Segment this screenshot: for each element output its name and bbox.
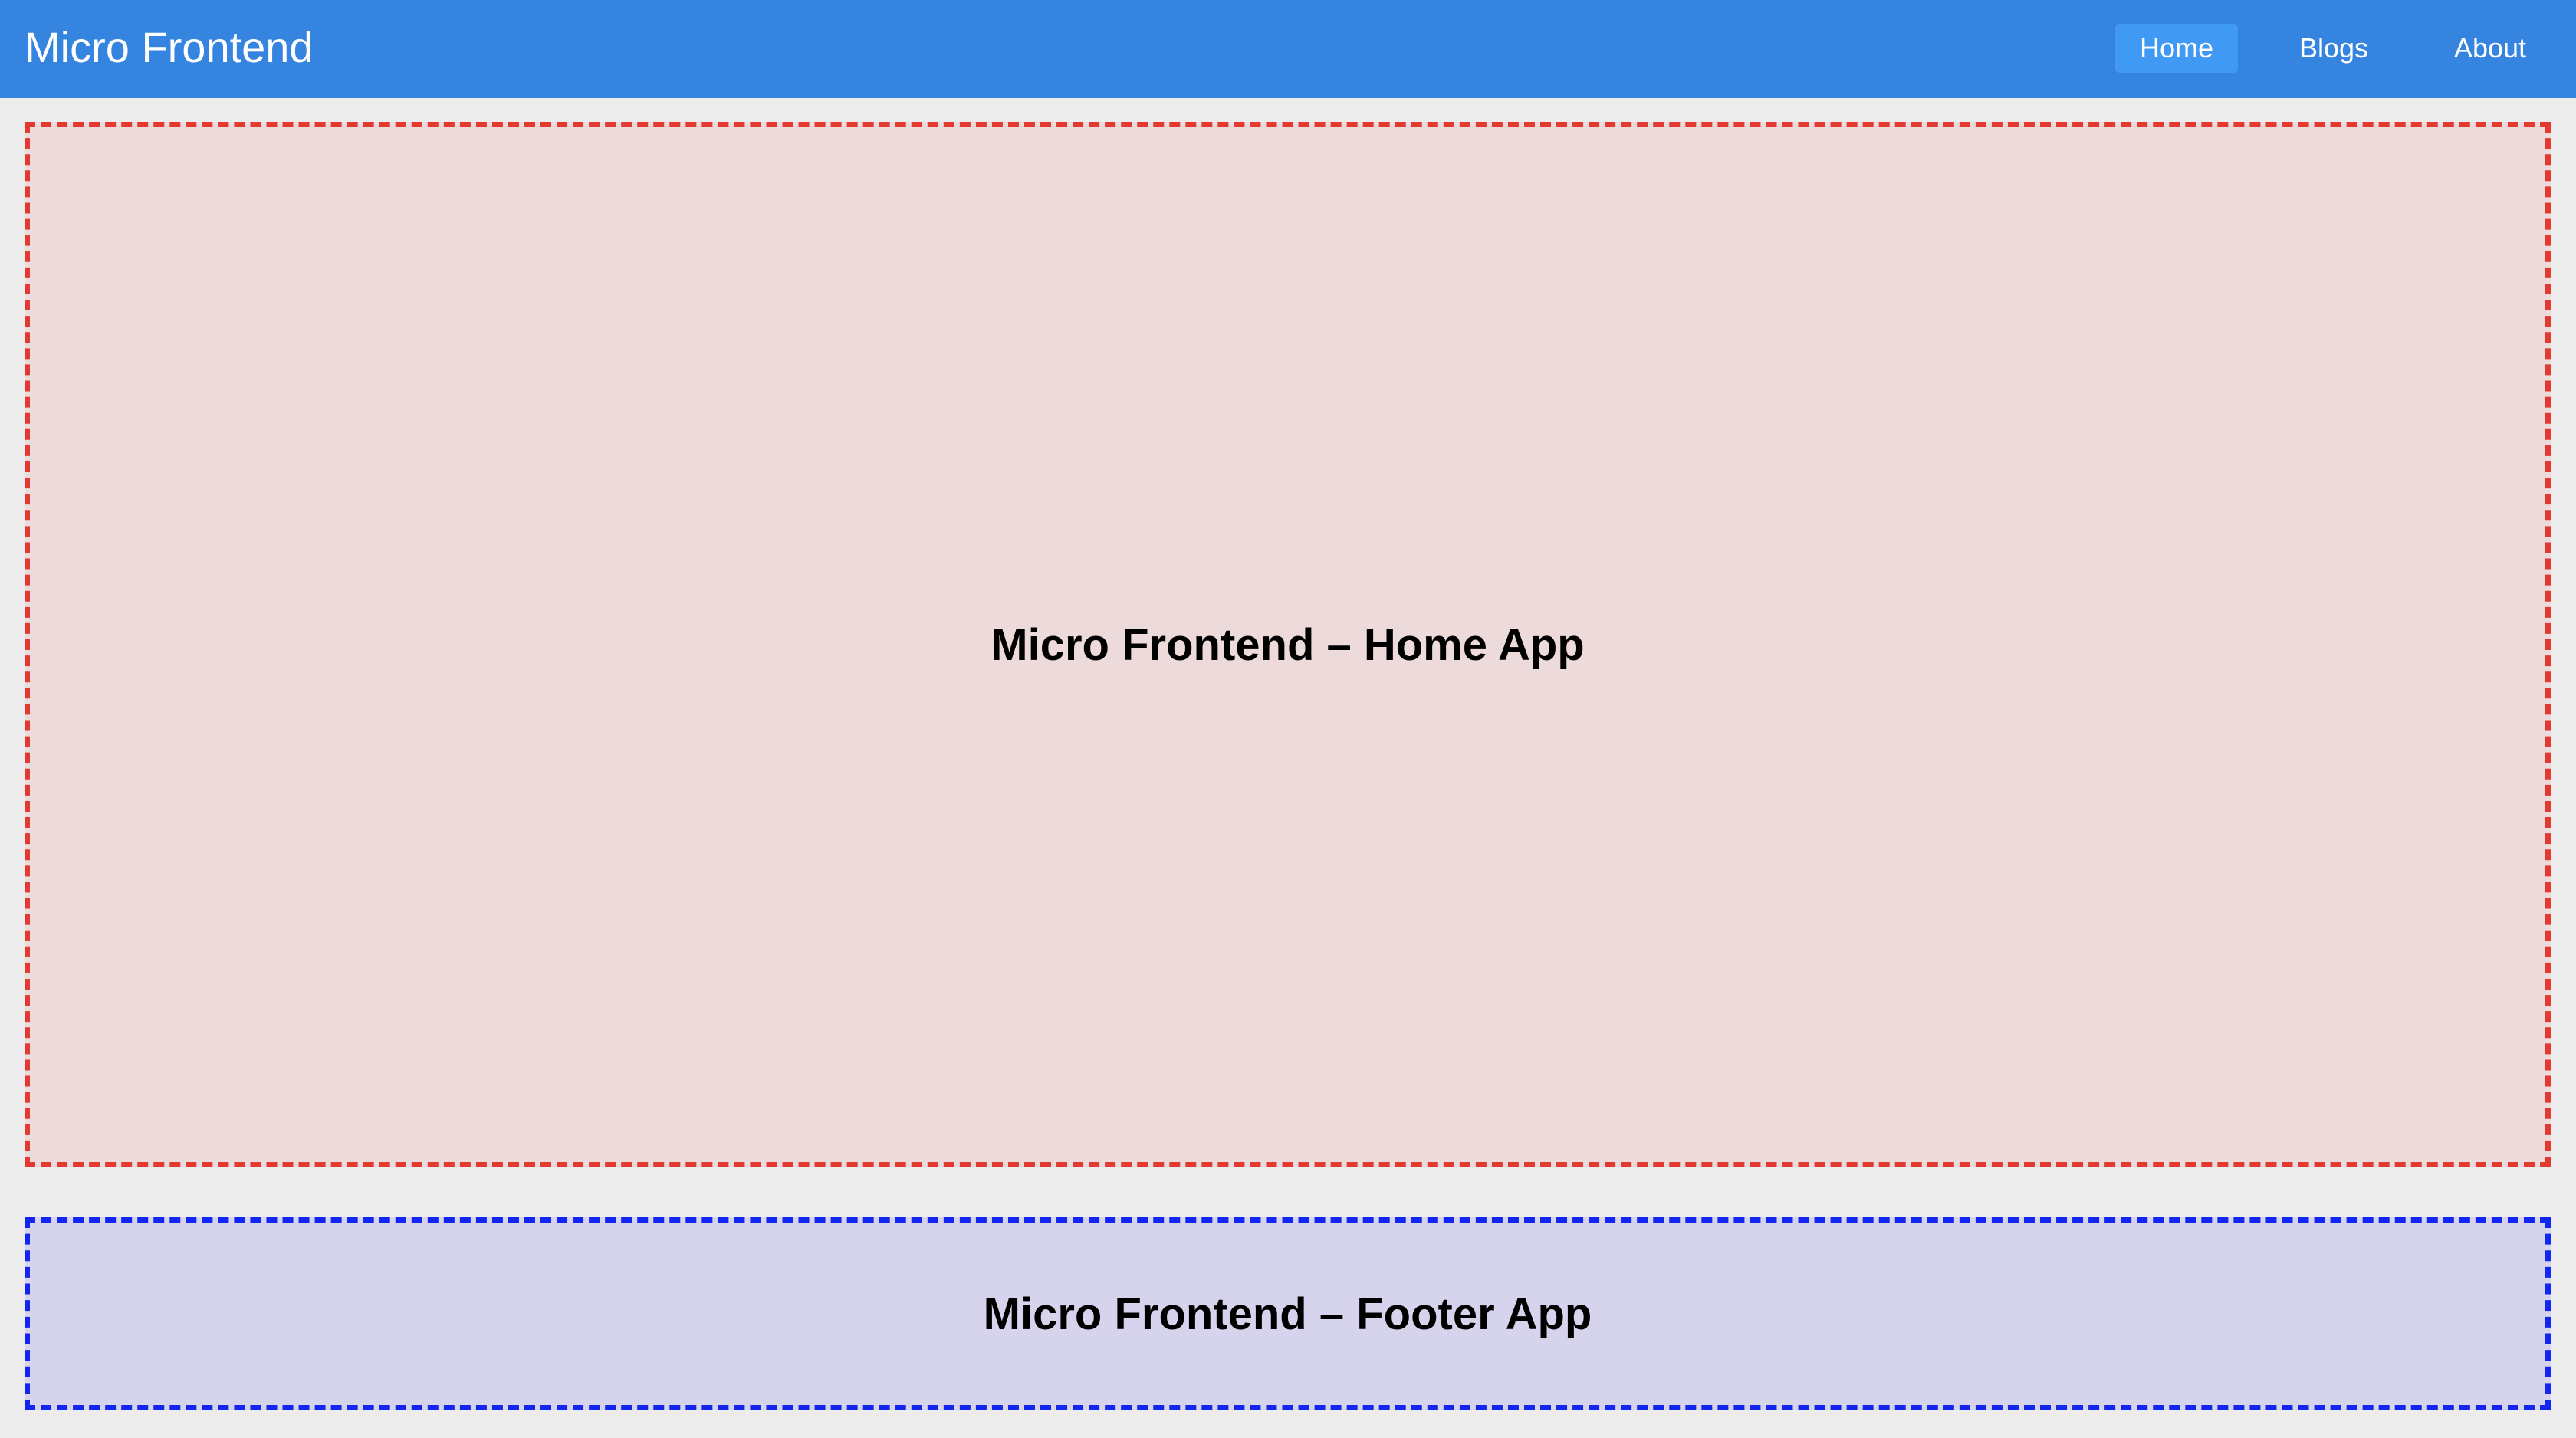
brand-title[interactable]: Micro Frontend	[25, 23, 314, 71]
nav-link-home[interactable]: Home	[2115, 24, 2238, 73]
footer-app-title: Micro Frontend – Footer App	[983, 1289, 1592, 1339]
nav-link-about[interactable]: About	[2453, 32, 2527, 64]
navbar: Micro Frontend Home Blogs About	[0, 0, 2576, 98]
home-app-container: Micro Frontend – Home App	[25, 122, 2551, 1167]
footer-app-container: Micro Frontend – Footer App	[25, 1217, 2551, 1410]
nav-link-blogs[interactable]: Blogs	[2298, 32, 2369, 64]
home-app-title: Micro Frontend – Home App	[991, 619, 1585, 670]
